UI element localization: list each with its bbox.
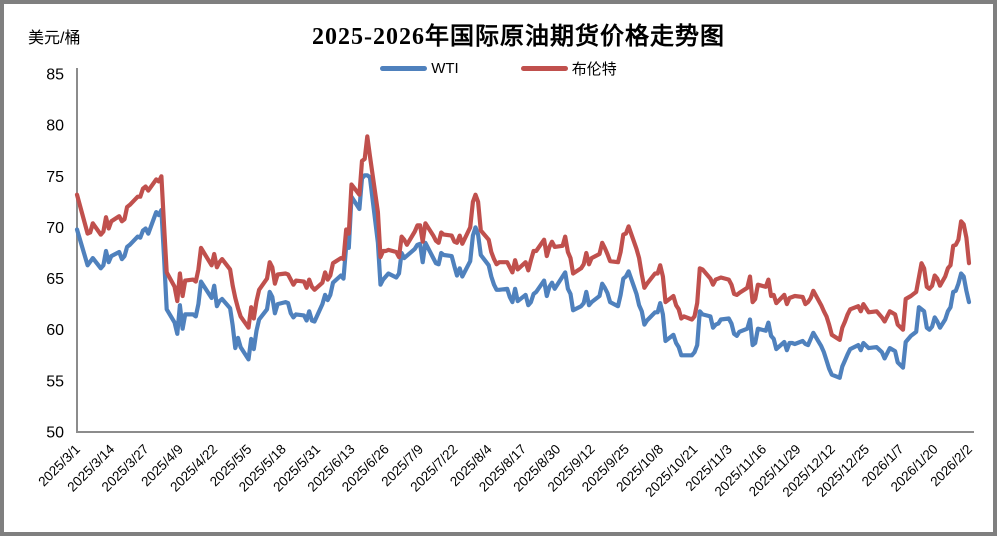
price-line-chart: 85807570656055502025/3/12025/3/142025/3/… (35, 67, 975, 500)
wti-line-swatch-icon (380, 66, 428, 71)
legend: WTI 布伦特 (4, 58, 993, 79)
y-tick-label: 50 (46, 425, 64, 442)
y-tick-label: 80 (46, 118, 64, 135)
y-tick-label: 70 (46, 220, 64, 237)
series-line-brent (74, 134, 972, 342)
legend-label-wti: WTI (431, 60, 459, 77)
y-tick-label: 75 (46, 169, 64, 186)
y-tick-label: 65 (46, 271, 64, 288)
y-axis-unit-label: 美元/桶 (28, 30, 81, 47)
legend-label-brent: 布伦特 (571, 61, 617, 78)
y-tick-label: 85 (46, 67, 64, 84)
chart-title: 2025-2026年国际原油期货价格走势图 (312, 24, 725, 50)
y-tick-label: 55 (46, 373, 64, 390)
legend-item-brent: 布伦特 (520, 58, 617, 79)
y-tick-label: 60 (46, 322, 64, 339)
brent-line-swatch-icon (520, 66, 568, 71)
legend-item-wti: WTI (380, 60, 459, 77)
series-line-wti (74, 173, 972, 380)
